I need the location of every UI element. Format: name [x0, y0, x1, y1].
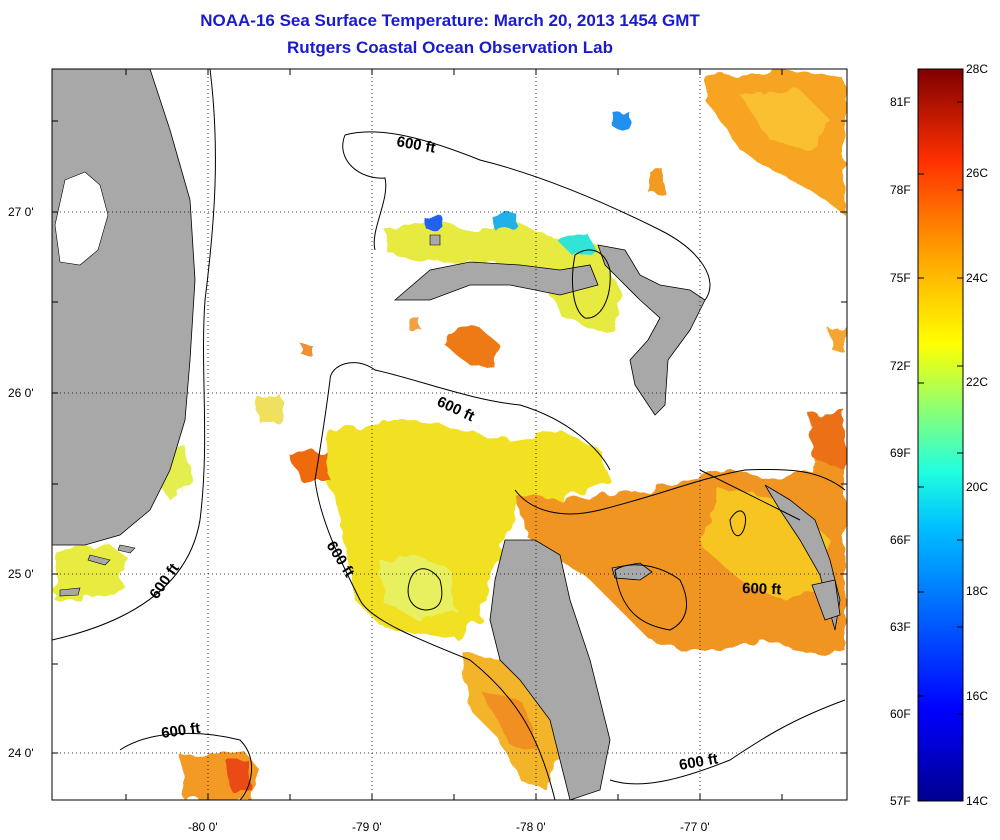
map-title: NOAA-16 Sea Surface Temperature: March 2…	[200, 11, 700, 30]
y-tick-label: 26 0'	[8, 386, 34, 400]
colorbar-fahrenheit-label: 69F	[890, 446, 911, 460]
colorbar-fahrenheit-label: 57F	[890, 794, 911, 808]
isobath-label-southwest: 600 ft	[160, 720, 201, 742]
y-tick-label: 25 0'	[8, 567, 34, 581]
colorbar-celsius-label: 16C	[966, 689, 989, 703]
sst-patch-east-edge	[830, 325, 845, 352]
sst-patch-small-orange-1	[648, 168, 664, 194]
frame-ticks	[52, 69, 847, 800]
sst-patch-small-orange-3	[410, 318, 422, 332]
sst-patch-cyan-3	[425, 216, 444, 230]
colorbar-celsius-label: 28C	[966, 62, 989, 76]
y-tick-label: 27 0'	[8, 205, 34, 219]
sst-patch-east	[515, 420, 845, 652]
colorbar-celsius-label: 20C	[966, 480, 989, 494]
sst-patch-south-orange	[480, 690, 540, 750]
map-subtitle: Rutgers Coastal Ocean Observation Lab	[287, 38, 613, 57]
colorbar-celsius-label: 22C	[966, 375, 989, 389]
isobath-label-southeast: 600 ft	[678, 750, 720, 774]
isobath-contours	[52, 69, 846, 800]
sst-patch-east-red	[810, 410, 845, 470]
colorbar-fahrenheit-label: 81F	[890, 95, 911, 109]
sst-patch-florida-keys	[55, 545, 130, 600]
colorbar-fahrenheit-label: 60F	[890, 707, 911, 721]
x-tick-label: -79 0'	[352, 820, 382, 834]
sst-patch-cyan-1	[555, 236, 598, 258]
land-eleuthera-south	[811, 579, 841, 621]
sst-patch-blue-small	[612, 110, 628, 128]
isobath-label-north: 600 ft	[395, 133, 437, 157]
land-andros	[489, 539, 611, 800]
colorbar-fahrenheit-label: 72F	[890, 359, 911, 373]
x-tick-label: -77 0'	[680, 820, 710, 834]
x-tick-label: -78 0'	[516, 820, 546, 834]
colorbar-fahrenheit-label: 63F	[890, 620, 911, 634]
sst-patch-west-orange	[290, 450, 330, 480]
sst-patch-northeast	[705, 70, 845, 215]
graticule	[52, 69, 847, 800]
colorbar-ticks	[918, 101, 963, 715]
colorbar-celsius-label: 18C	[966, 584, 989, 598]
sst-patch-grandbahama	[385, 222, 620, 330]
sst-data-layer	[55, 70, 845, 800]
colorbar-celsius-label: 24C	[966, 271, 989, 285]
sst-patch-speckle-2	[302, 345, 312, 355]
sst-patch-cyan-2	[490, 212, 520, 230]
colorbar-fahrenheit-label: 78F	[890, 183, 911, 197]
y-tick-label: 24 0'	[8, 746, 34, 760]
x-tick-label: -80 0'	[188, 820, 218, 834]
florida-keys-islands	[59, 234, 441, 597]
isobath-label-florida: 600 ft	[146, 560, 182, 602]
sst-patch-speckle-1	[258, 396, 284, 424]
lake-okeechobee	[54, 171, 109, 266]
colorbar-celsius-label: 14C	[966, 794, 989, 808]
sst-patch-small-orange-2	[445, 325, 500, 368]
map-frame	[51, 68, 848, 801]
sst-patch-bottom-left-red	[225, 760, 252, 790]
sst-patch-northeast-yellow	[740, 90, 830, 150]
colorbar	[917, 68, 964, 802]
isobath-label-east: 600 ft	[742, 580, 782, 598]
colorbar-fahrenheit-label: 75F	[890, 271, 911, 285]
land-new-providence	[611, 562, 653, 581]
colorbar-fahrenheit-label: 66F	[890, 533, 911, 547]
colorbar-celsius-label: 26C	[966, 166, 989, 180]
land-abaco	[597, 244, 706, 416]
land-grand-bahama	[393, 261, 599, 301]
sst-patch-central-light	[380, 555, 455, 620]
isobath-label-central: 600 ft	[434, 393, 477, 425]
